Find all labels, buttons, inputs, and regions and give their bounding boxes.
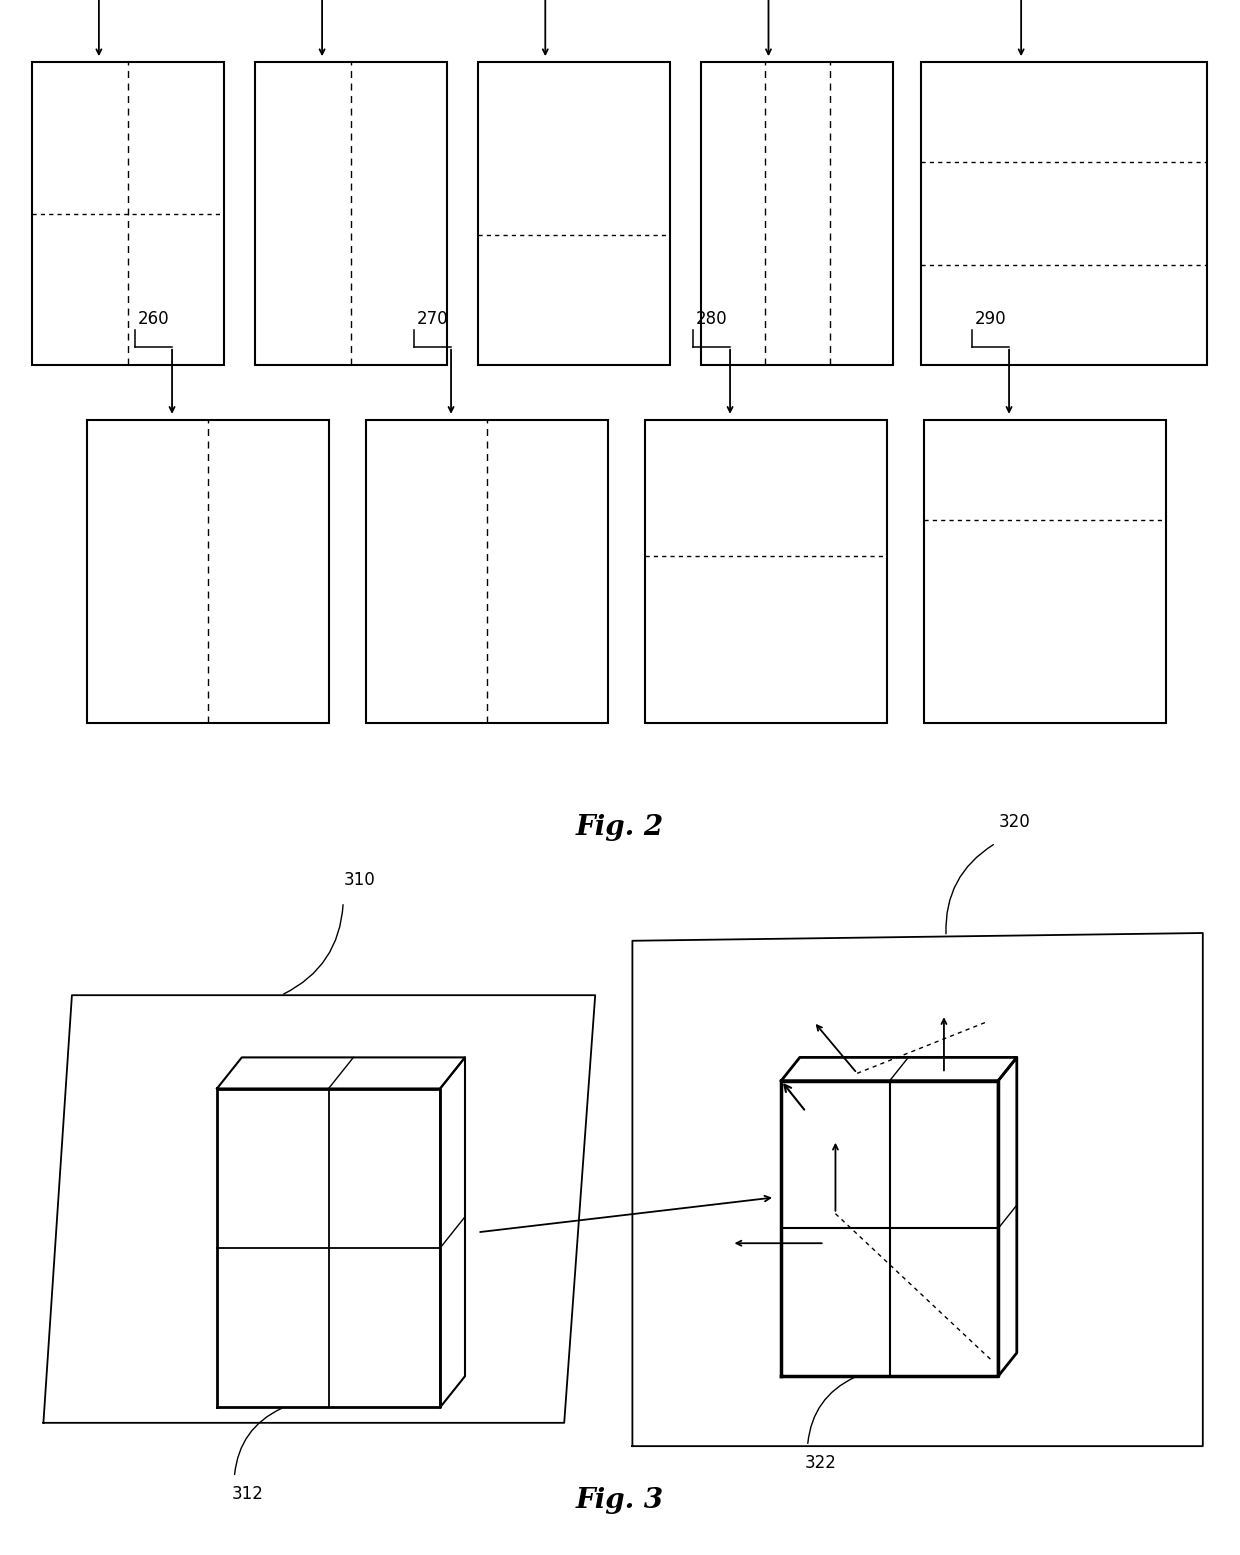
Bar xyxy=(31,62,223,365)
Bar xyxy=(254,62,446,365)
Text: 312: 312 xyxy=(232,1485,264,1504)
Bar xyxy=(702,62,893,365)
Bar xyxy=(479,62,670,365)
Text: Fig. 2: Fig. 2 xyxy=(575,813,665,841)
Bar xyxy=(645,420,888,723)
Text: 280: 280 xyxy=(696,309,727,328)
Text: 322: 322 xyxy=(805,1454,837,1473)
Bar xyxy=(924,420,1166,723)
Text: 260: 260 xyxy=(138,309,169,328)
Text: Fig. 3: Fig. 3 xyxy=(575,1487,665,1515)
Bar xyxy=(921,62,1207,365)
Bar xyxy=(367,420,609,723)
Bar xyxy=(87,420,330,723)
Text: 320: 320 xyxy=(998,813,1030,830)
Text: 310: 310 xyxy=(343,871,374,889)
Text: 290: 290 xyxy=(975,309,1006,328)
Text: 270: 270 xyxy=(417,309,448,328)
